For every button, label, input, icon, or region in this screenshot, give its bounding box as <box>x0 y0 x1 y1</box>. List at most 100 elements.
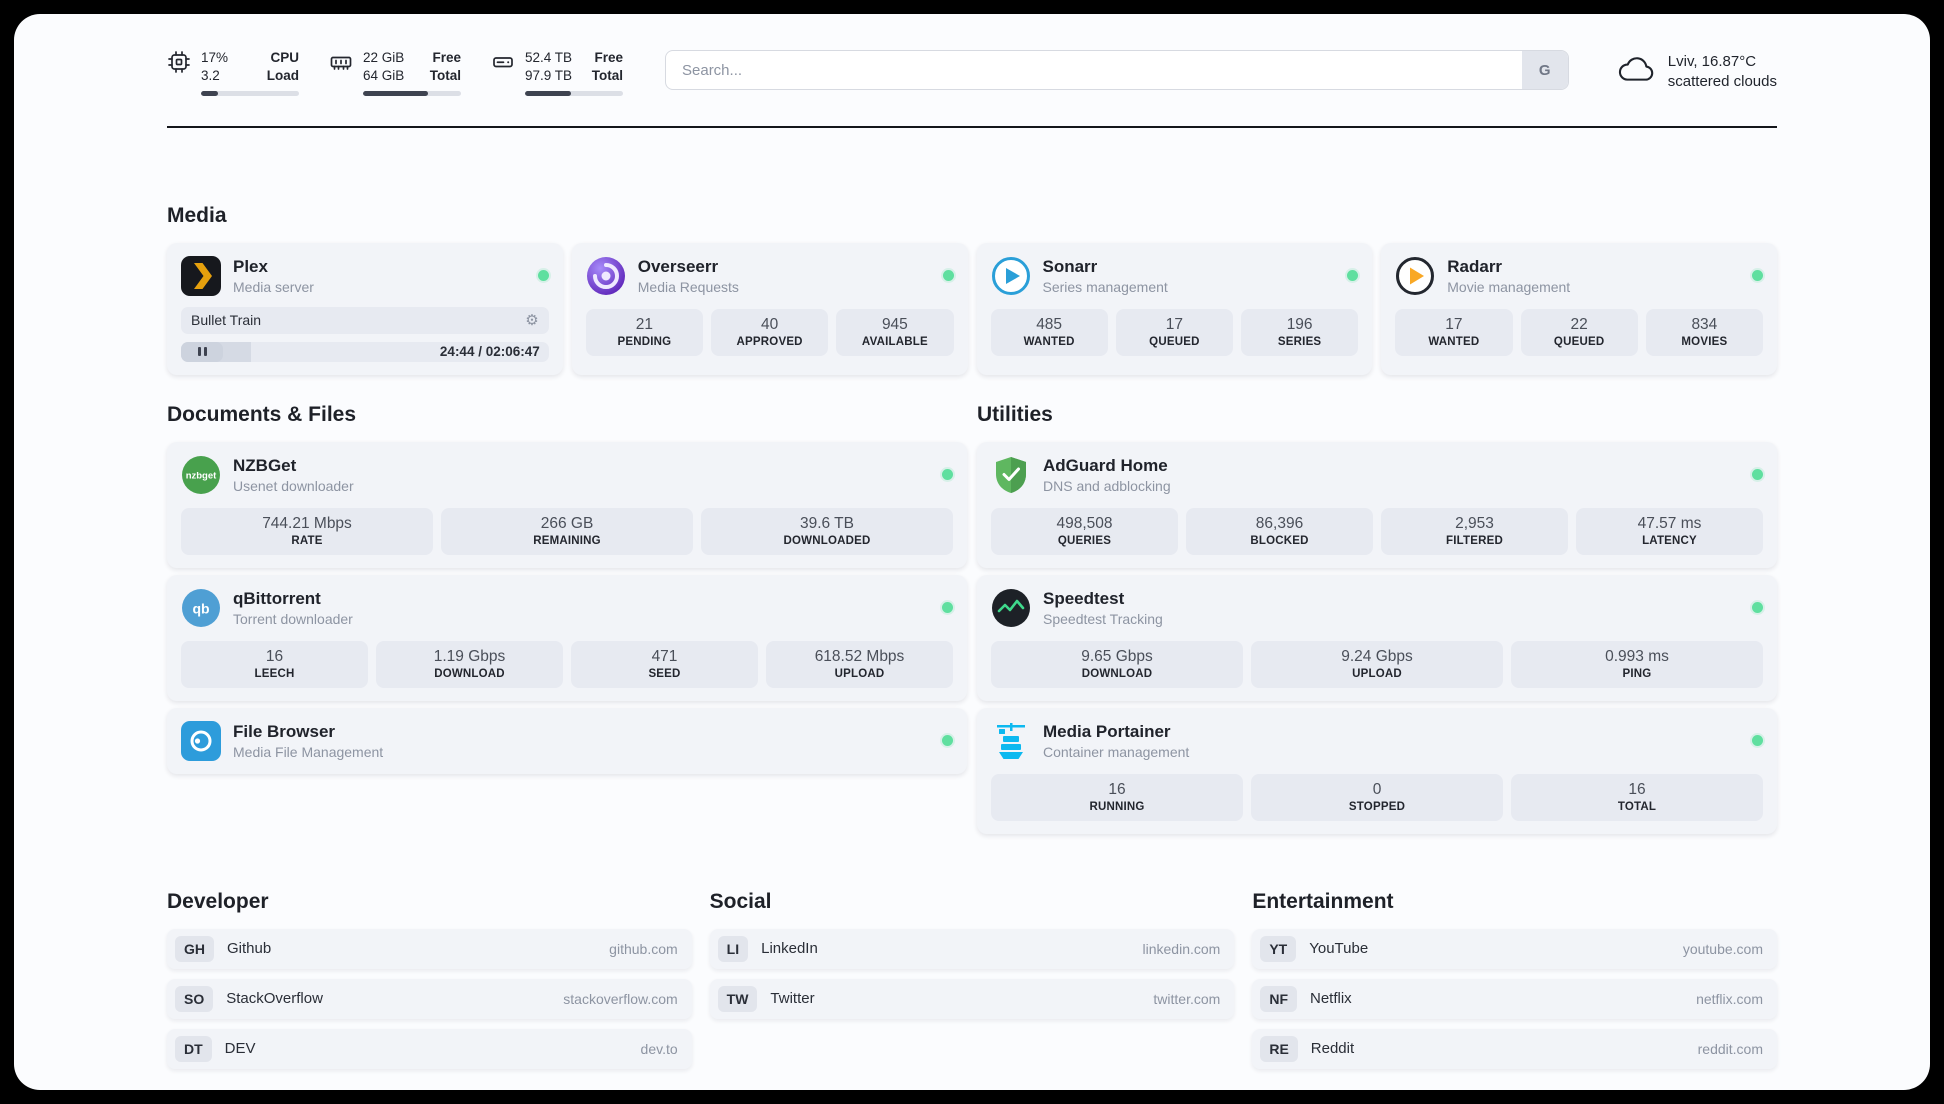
app-card-portainer[interactable]: Media Portainer Container management 16 … <box>977 707 1777 834</box>
speedtest-icon <box>991 588 1031 628</box>
stat-value: 1.19 Gbps <box>433 647 506 665</box>
stat-value: 9.65 Gbps <box>1081 647 1153 665</box>
gear-icon[interactable]: ⚙ <box>525 311 539 329</box>
link-url: dev.to <box>640 1040 678 1057</box>
link-url: github.com <box>609 940 678 957</box>
app-name: File Browser <box>233 721 336 741</box>
stat-label: APPROVED <box>736 335 803 348</box>
stat-label: RATE <box>291 534 323 547</box>
stat-value: 266 GB <box>540 514 594 532</box>
link-linkedin[interactable]: LI LinkedIn linkedin.com <box>709 928 1235 969</box>
link-dev[interactable]: DT DEV dev.to <box>167 1028 692 1069</box>
disk-free-value: 52.4 TB <box>525 50 573 65</box>
ram-progress-bar <box>363 90 461 96</box>
stat-tile: 16 RUNNING <box>991 773 1243 821</box>
stat-tile: 485 WANTED <box>990 308 1108 356</box>
link-name: Reddit <box>1310 1040 1355 1058</box>
stat-label: SERIES <box>1277 335 1322 348</box>
app-card-overseerr[interactable]: Overseerr Media Requests 21 PENDING 40 A… <box>571 242 968 375</box>
link-github[interactable]: GH Github github.com <box>167 928 692 969</box>
app-subtitle: Speedtest Tracking <box>1043 610 1163 627</box>
section-title-media: Media <box>167 203 227 227</box>
stat-label: UPLOAD <box>1352 667 1402 680</box>
weather-widget: Lviv, 16.87°C scattered clouds <box>1615 52 1777 93</box>
entertainment-links: Entertainment YT YouTube youtube.com NF … <box>1252 890 1777 1069</box>
stat-value: 0.993 ms <box>1605 647 1669 665</box>
stat-tile: 9.65 Gbps DOWNLOAD <box>991 640 1243 688</box>
stat-label: SEED <box>648 667 681 680</box>
app-name: Sonarr <box>1042 256 1098 276</box>
stat-tile: 22 QUEUED <box>1520 308 1638 356</box>
section-title-social: Social <box>709 889 772 913</box>
utilities-column: Utilities <box>977 403 1777 834</box>
cpu-load-value: 3.2 <box>201 67 220 83</box>
stat-label: QUEUED <box>1149 335 1200 348</box>
app-card-filebrowser[interactable]: File Browser Media File Management <box>167 707 967 774</box>
stat-tile: 618.52 Mbps UPLOAD <box>766 640 953 688</box>
plex-icon <box>181 255 221 296</box>
app-card-qbittorrent[interactable]: qb qBittorrent Torrent downloader 16 <box>167 574 967 701</box>
hard-drive-icon <box>491 50 515 74</box>
disk-total-value: 97.9 TB <box>525 67 573 83</box>
cloud-icon <box>1615 55 1657 90</box>
stat-value: 16 <box>1108 780 1126 798</box>
stat-label: WANTED <box>1428 335 1480 348</box>
cpu-icon <box>167 50 191 74</box>
app-card-radarr[interactable]: Radarr Movie management 17 WANTED 22 QUE… <box>1381 242 1777 375</box>
playback-progress-bar[interactable]: 24:44 / 02:06:47 <box>181 341 549 362</box>
topbar: 17% 3.2 CPU Load <box>167 14 1777 96</box>
app-subtitle: Usenet downloader <box>233 477 354 494</box>
stat-label: PENDING <box>617 335 672 348</box>
stat-value: 485 <box>1036 315 1063 333</box>
overseerr-icon <box>586 256 626 296</box>
stat-tile: 834 MOVIES <box>1645 308 1763 356</box>
app-card-sonarr[interactable]: Sonarr Series management 485 WANTED 17 Q… <box>976 242 1373 375</box>
pause-button[interactable] <box>181 341 223 362</box>
stat-value: 9.24 Gbps <box>1341 647 1413 665</box>
search-engine-button[interactable]: G <box>1521 51 1568 89</box>
stat-value: 17 <box>1445 315 1463 333</box>
link-url: netflix.com <box>1696 990 1763 1007</box>
stat-label: LATENCY <box>1642 534 1697 547</box>
stat-label: DOWNLOAD <box>434 667 505 680</box>
search-input[interactable] <box>666 51 1522 89</box>
stat-tile: 498,508 QUERIES <box>991 507 1178 555</box>
ram-free-value: 22 GiB <box>363 50 405 65</box>
link-reddit[interactable]: RE Reddit reddit.com <box>1252 1028 1777 1069</box>
app-card-adguard[interactable]: AdGuard Home DNS and adblocking 498,508 … <box>977 441 1777 568</box>
stat-tile: 21 PENDING <box>585 308 703 356</box>
search-bar: G <box>665 50 1569 90</box>
app-name: Speedtest <box>1043 588 1125 608</box>
app-subtitle: Media File Management <box>233 743 384 760</box>
app-subtitle: Media Requests <box>637 278 739 295</box>
link-netflix[interactable]: NF Netflix netflix.com <box>1252 978 1777 1019</box>
status-dot <box>942 602 953 614</box>
link-abbr: TW <box>717 985 758 1012</box>
cpu-label: CPU <box>270 50 299 65</box>
link-twitter[interactable]: TW Twitter twitter.com <box>709 978 1235 1019</box>
dashboard-panel: 17% 3.2 CPU Load <box>14 14 1930 1090</box>
radarr-icon <box>1395 256 1435 296</box>
status-dot <box>942 469 953 481</box>
link-stackoverflow[interactable]: SO StackOverflow stackoverflow.com <box>167 978 692 1019</box>
status-dot <box>1752 469 1763 481</box>
stat-tile: 17 WANTED <box>1395 308 1513 356</box>
developer-links: Developer GH Github github.com SO StackO… <box>167 890 692 1069</box>
ram-monitor: 22 GiB 64 GiB Free Total <box>329 50 461 96</box>
stat-label: BLOCKED <box>1250 534 1309 547</box>
link-abbr: RE <box>1260 1035 1298 1062</box>
app-card-nzbget[interactable]: nzbget NZBGet Usenet downloader 744.21 M… <box>167 441 967 568</box>
stat-value: 21 <box>635 315 653 333</box>
link-youtube[interactable]: YT YouTube youtube.com <box>1252 928 1777 969</box>
stat-tile: 0.993 ms PING <box>1511 640 1763 688</box>
disk-monitor: 52.4 TB 97.9 TB Free Total <box>491 50 623 96</box>
nzbget-icon: nzbget <box>181 455 221 495</box>
app-card-speedtest[interactable]: Speedtest Speedtest Tracking 9.65 Gbps D… <box>977 574 1777 701</box>
app-subtitle: Media server <box>233 278 314 295</box>
app-card-plex[interactable]: Plex Media server Bullet Train ⚙ 24:44 /… <box>167 242 563 375</box>
social-links: Social LI LinkedIn linkedin.com TW Twitt… <box>709 889 1235 1019</box>
stat-value: 16 <box>1628 780 1646 798</box>
app-subtitle: Container management <box>1043 743 1190 760</box>
section-title-documents: Documents & Files <box>167 402 357 426</box>
link-abbr: NF <box>1260 985 1297 1012</box>
